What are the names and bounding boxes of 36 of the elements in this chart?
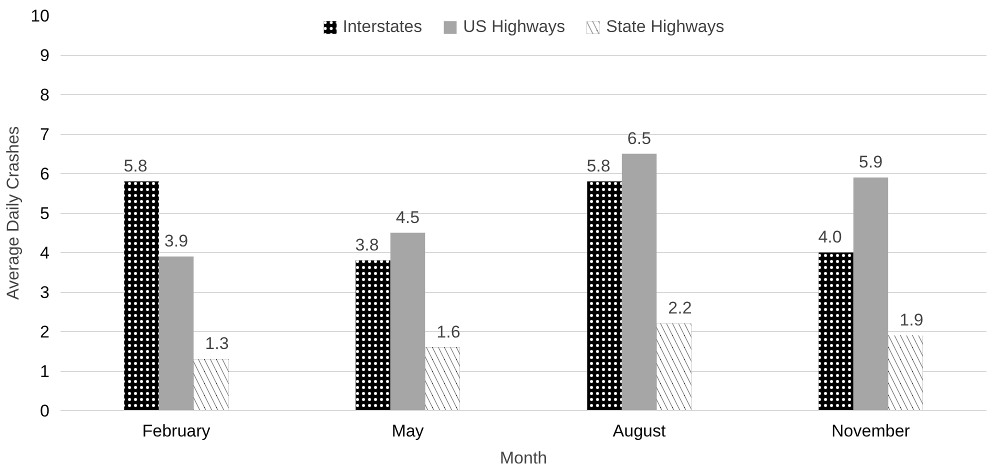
x-tick-label: February bbox=[142, 422, 211, 440]
bar bbox=[158, 256, 194, 410]
data-label: 2.2 bbox=[668, 298, 692, 318]
data-label: 1.3 bbox=[205, 334, 229, 354]
data-label: 3.9 bbox=[164, 231, 188, 250]
y-tick-label: 2 bbox=[40, 322, 50, 342]
x-tick-label: November bbox=[832, 422, 910, 440]
data-label: 6.5 bbox=[627, 128, 652, 148]
y-tick-label: 9 bbox=[40, 46, 50, 65]
data-label: 5.8 bbox=[124, 156, 148, 176]
x-tick-label: May bbox=[392, 422, 424, 440]
y-tick-label: 3 bbox=[40, 283, 50, 302]
y-axis-title: Average Daily Crashes bbox=[4, 126, 23, 300]
y-tick-label: 7 bbox=[40, 125, 50, 144]
x-tick-label: August bbox=[612, 422, 666, 440]
y-tick-label: 4 bbox=[40, 244, 50, 262]
data-label: 1.9 bbox=[900, 310, 924, 330]
y-tick-label: 8 bbox=[40, 86, 50, 104]
y-tick-label: 10 bbox=[30, 6, 50, 26]
y-tick-label: 6 bbox=[40, 164, 50, 184]
y-tick-label: 1 bbox=[40, 362, 50, 381]
legend-label: US Highways bbox=[463, 17, 566, 37]
data-label: 1.6 bbox=[436, 322, 460, 342]
data-label: 4.0 bbox=[818, 228, 842, 246]
data-label: 5.8 bbox=[586, 156, 610, 176]
legend-label: Interstates bbox=[342, 17, 422, 37]
y-tick-label: 5 bbox=[40, 204, 50, 223]
bar bbox=[853, 177, 888, 410]
data-label: 3.8 bbox=[355, 235, 379, 254]
data-label: 5.9 bbox=[858, 152, 883, 172]
bar bbox=[622, 154, 657, 410]
legend-label: State Highways bbox=[606, 17, 724, 37]
bar bbox=[390, 232, 426, 410]
x-axis-title: Month bbox=[500, 448, 548, 468]
y-tick-label: 0 bbox=[40, 402, 50, 420]
data-label: 4.5 bbox=[396, 208, 420, 227]
